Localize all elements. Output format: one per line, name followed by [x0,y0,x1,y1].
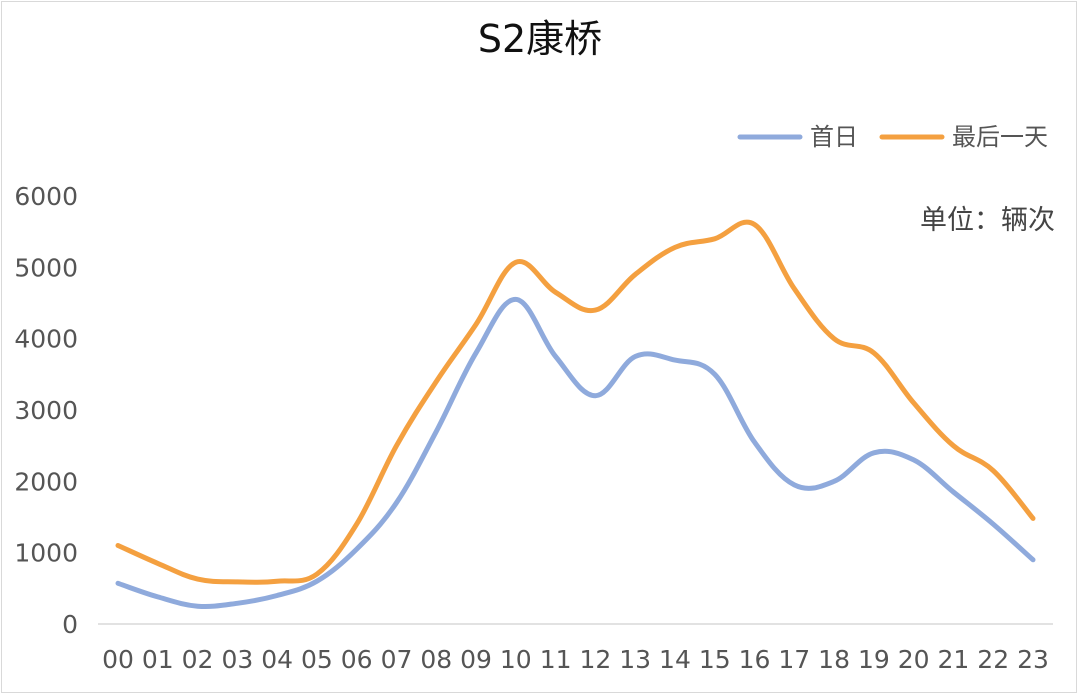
x-tick-label: 21 [938,645,970,674]
x-tick-label: 05 [301,645,333,674]
x-axis-ticks: 00 01 02 03 04 05 06 07 08 09 10 11 12 13 14 15 16 17 18 19… [102,645,1049,674]
x-tick-label: 04 [261,645,293,674]
x-tick-label: 23 [1017,645,1049,674]
x-tick-label: 22 [977,645,1009,674]
legend: 首日 最后一天 [737,123,1048,151]
y-tick-label: 6000 [14,182,78,211]
x-tick-label: 13 [619,645,651,674]
x-tick-label: 19 [858,645,890,674]
x-tick-label: 03 [221,645,253,674]
y-tick-label: 5000 [14,253,78,282]
y-tick-label: 2000 [14,467,78,496]
series-line-first-day [115,296,1036,609]
y-tick-label: 4000 [14,325,78,354]
y-tick-label: 3000 [14,396,78,425]
x-tick-label: 06 [341,645,373,674]
series-line-last-day [115,219,1036,585]
x-tick-label: 12 [579,645,611,674]
chart-title: S2康桥 [478,17,602,61]
legend-label-first-day: 首日 [810,123,858,151]
x-tick-label: 08 [420,645,452,674]
y-tick-label: 0 [62,610,78,639]
y-axis-ticks: 0 1000 2000 3000 4000 5000 6000 [14,182,78,639]
x-tick-label: 01 [142,645,174,674]
y-tick-label: 1000 [14,539,78,568]
unit-label: 单位：辆次 [920,205,1055,236]
legend-label-last-day: 最后一天 [952,123,1048,151]
x-tick-label: 17 [778,645,810,674]
x-tick-label: 00 [102,645,134,674]
x-tick-label: 20 [898,645,930,674]
x-tick-label: 15 [699,645,731,674]
x-tick-label: 10 [500,645,532,674]
x-tick-label: 02 [182,645,214,674]
x-tick-label: 14 [659,645,691,674]
x-tick-label: 07 [381,645,413,674]
x-tick-label: 16 [739,645,771,674]
x-tick-label: 18 [818,645,850,674]
x-tick-label: 09 [460,645,492,674]
series-lines [115,219,1036,609]
x-tick-label: 11 [540,645,572,674]
